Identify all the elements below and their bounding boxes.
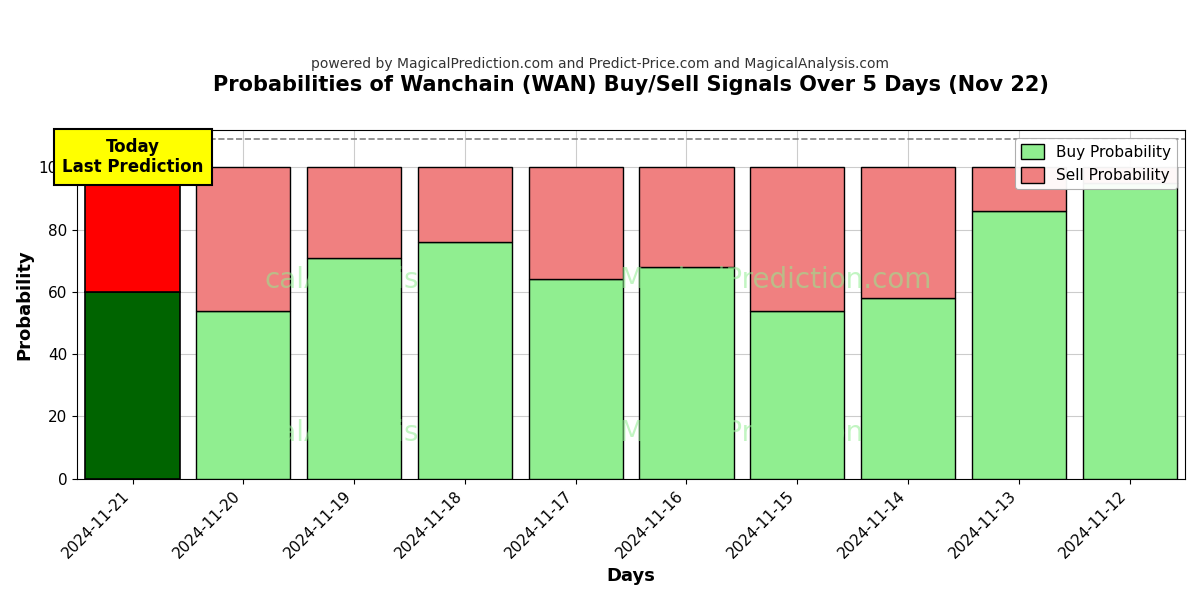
Text: MagicalPrediction.com: MagicalPrediction.com [619, 266, 931, 294]
Bar [972, 167, 1066, 211]
Y-axis label: Probability: Probability [14, 249, 32, 360]
Bar [85, 167, 180, 292]
Bar [85, 292, 180, 479]
Bar [418, 167, 512, 242]
Legend: Buy Probability, Sell Probability: Buy Probability, Sell Probability [1015, 137, 1177, 190]
Bar [640, 267, 733, 479]
Bar [972, 211, 1066, 479]
Bar [1082, 183, 1177, 479]
Text: calAnalysis.com: calAnalysis.com [265, 419, 487, 448]
Bar [860, 298, 955, 479]
Bar [307, 167, 401, 257]
Title: Probabilities of Wanchain (WAN) Buy/Sell Signals Over 5 Days (Nov 22): Probabilities of Wanchain (WAN) Buy/Sell… [214, 75, 1049, 95]
Text: calAnalysis.com: calAnalysis.com [265, 266, 487, 294]
Bar [750, 167, 845, 311]
Bar [529, 167, 623, 280]
Text: powered by MagicalPrediction.com and Predict-Price.com and MagicalAnalysis.com: powered by MagicalPrediction.com and Pre… [311, 57, 889, 71]
Bar [529, 280, 623, 479]
Bar [418, 242, 512, 479]
Text: Today
Last Prediction: Today Last Prediction [62, 137, 203, 176]
Bar [197, 167, 290, 311]
Bar [1082, 167, 1177, 183]
Bar [640, 167, 733, 267]
Bar [860, 167, 955, 298]
Text: MagicalPrediction.com: MagicalPrediction.com [619, 419, 931, 448]
Bar [750, 311, 845, 479]
Bar [197, 311, 290, 479]
X-axis label: Days: Days [607, 567, 655, 585]
Bar [307, 257, 401, 479]
